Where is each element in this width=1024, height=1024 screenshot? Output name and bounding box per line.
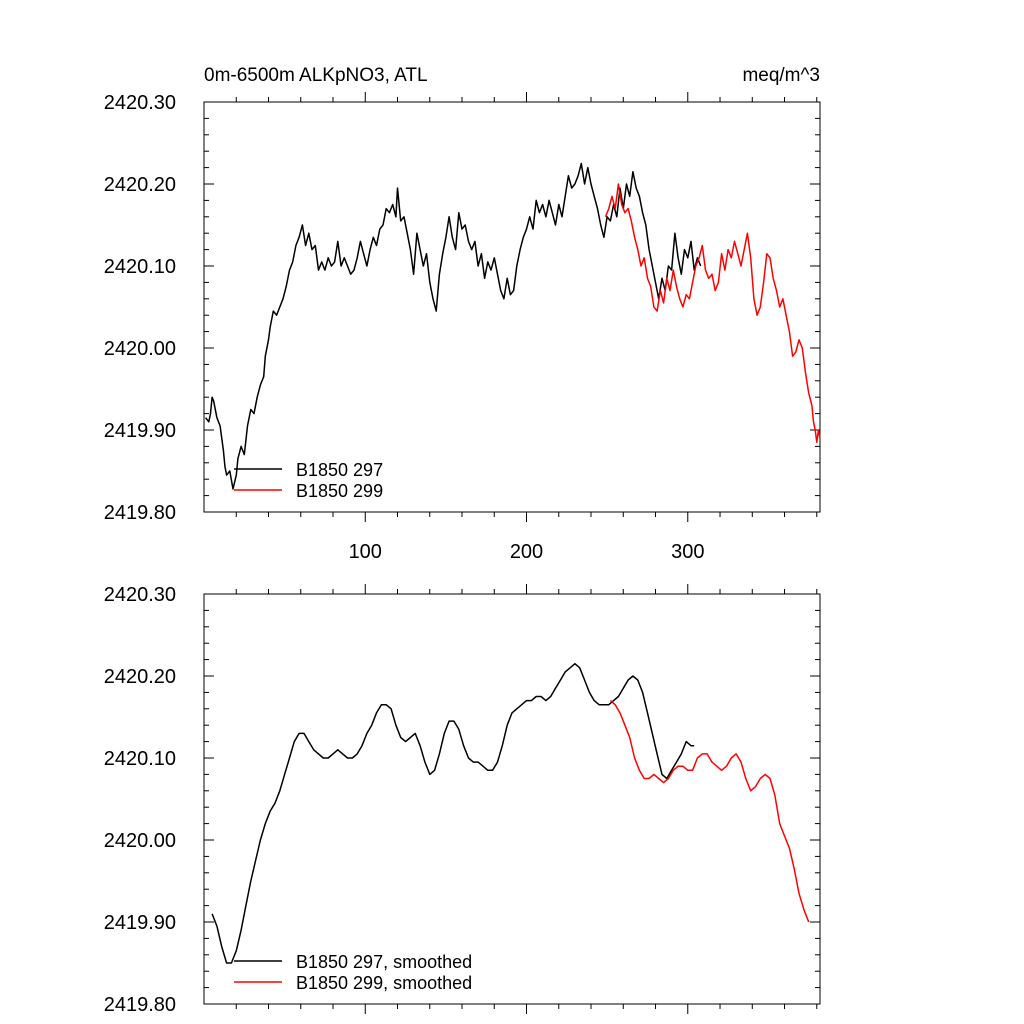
bottom-ytick-label: 2420.10 xyxy=(104,748,176,770)
bottom-ytick-label: 2420.00 xyxy=(104,830,176,852)
bottom-plot-lines xyxy=(211,662,810,964)
bottom-series-line-2 xyxy=(609,700,810,923)
top-plot-lines xyxy=(205,162,821,490)
top-title-left: 0m-6500m ALKpNO3, ATL xyxy=(204,65,428,86)
top-ytick-label: 2420.00 xyxy=(104,338,176,360)
top-legend: B1850 297 B1850 299 xyxy=(234,460,383,501)
top-xtick-label: 200 xyxy=(510,541,543,563)
top-ytick-label: 2419.80 xyxy=(104,502,176,524)
top-axis-ticks: 2419.80 2419.90 2420.00 2420.10 2420.20 2420.… xyxy=(104,92,820,563)
bottom-panel: 2419.80 2419.90 2420.00 2420.10 2420.20 2420.… xyxy=(104,584,821,1016)
top-panel: 0m-6500m ALKpNO3, ATL meq/m^3 2419.80241… xyxy=(104,65,821,563)
bottom-ytick-label: 2419.80 xyxy=(104,994,176,1016)
bottom-series-line-1 xyxy=(211,662,695,964)
top-title-right: meq/m^3 xyxy=(742,65,820,86)
top-ytick-label: 2419.90 xyxy=(104,420,176,442)
bottom-plot-frame xyxy=(203,593,821,1005)
top-legend-label-1: B1850 297 xyxy=(296,460,383,480)
top-xtick-label: 100 xyxy=(349,541,382,563)
top-plot-frame xyxy=(203,101,821,513)
bottom-axis-ticks: 2419.80 2419.90 2420.00 2420.10 2420.20 2420.… xyxy=(104,584,820,1016)
top-legend-label-2: B1850 299 xyxy=(296,481,383,501)
bottom-ytick-label: 2420.30 xyxy=(104,584,176,606)
bottom-ytick-label: 2419.90 xyxy=(104,912,176,934)
bottom-legend: B1850 297, smoothed B1850 299, smoothed xyxy=(234,952,472,993)
top-ytick-label: 2420.20 xyxy=(104,174,176,196)
top-series-line-2 xyxy=(604,183,821,444)
bottom-legend-label-1: B1850 297, smoothed xyxy=(296,952,472,972)
top-ytick-label: 2420.10 xyxy=(104,256,176,278)
top-ytick-label: 2420.30 xyxy=(104,92,176,114)
bottom-ytick-label: 2420.20 xyxy=(104,666,176,688)
bottom-legend-label-2: B1850 299, smoothed xyxy=(296,973,472,993)
top-series-line-1 xyxy=(205,162,702,490)
top-xtick-label: 300 xyxy=(671,541,704,563)
